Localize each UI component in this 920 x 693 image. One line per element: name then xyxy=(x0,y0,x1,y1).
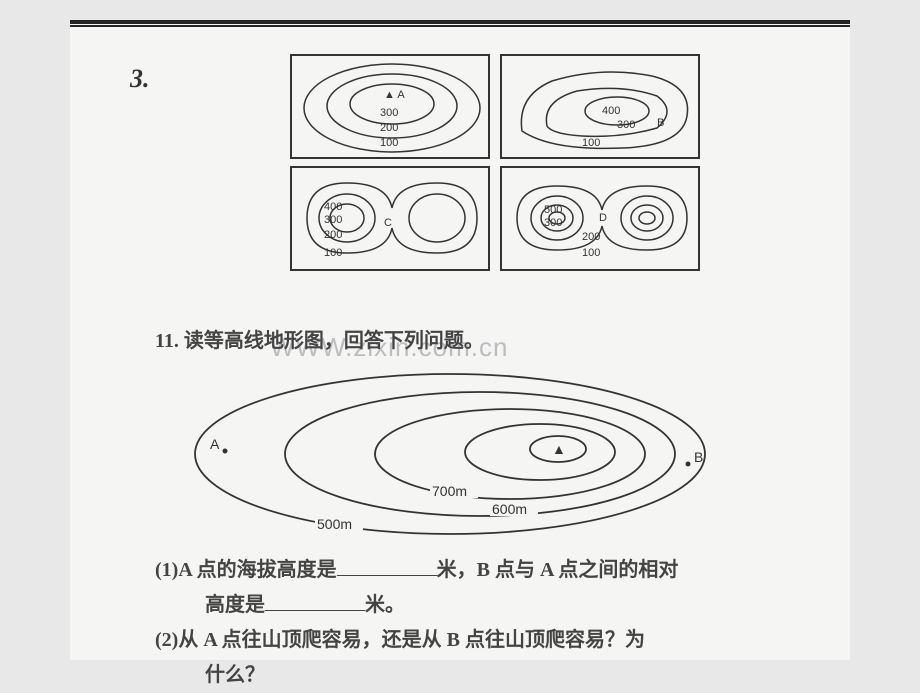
diagram-d-label-100: 100 xyxy=(582,247,600,259)
worksheet-page: 3. ▲ A 300 200 100 400 300 B 100 xyxy=(70,20,850,660)
diagram-b-label-100: 100 xyxy=(582,137,600,149)
diagram-b-point: B xyxy=(657,117,664,129)
sub-question-1-line2: 高度是 米。 xyxy=(205,587,865,623)
diagram-d-label-300: 300 xyxy=(544,217,562,229)
diagram-d: 500 300 200 100 D xyxy=(500,166,700,271)
sub-question-2: (2)从 A 点往山顶爬容易，还是从 B 点往山顶爬容易？为 xyxy=(155,622,815,658)
contour-500: 500m xyxy=(317,516,352,532)
diagram-b-label-400: 400 xyxy=(602,105,620,117)
q11-stem: 11. 读等高线地形图，回答下列问题。 xyxy=(155,324,484,353)
main-contour-diagram: ▲ 700m 600m 500m A B xyxy=(170,354,730,544)
diagram-c-label-400: 400 xyxy=(324,201,342,213)
diagram-a-marker: ▲ A xyxy=(384,89,405,101)
contour-600: 600m xyxy=(492,501,527,517)
diagram-b-label-300: 300 xyxy=(617,119,635,131)
diagram-c: 400 300 200 100 C xyxy=(290,166,490,271)
question-number: 3. xyxy=(130,64,150,94)
diagram-c-label-300: 300 xyxy=(324,214,342,226)
contour-700: 700m xyxy=(432,483,467,499)
diagram-d-label-200: 200 xyxy=(582,231,600,243)
sub-question-2-line2: 什么？ xyxy=(205,657,865,693)
diagram-d-label-500: 500 xyxy=(544,204,562,216)
diagram-a-label-100: 100 xyxy=(380,137,398,149)
sub1b-text-2: 米。 xyxy=(365,594,405,616)
blank-1 xyxy=(337,556,437,576)
diagram-c-point: C xyxy=(384,217,392,229)
point-a: A xyxy=(210,436,220,452)
diagram-c-label-100: 100 xyxy=(324,247,342,259)
sub1-text-2: 米，B 点与 A 点之间的相对 xyxy=(437,559,679,581)
sub1-text-1: (1)A 点的海拔高度是 xyxy=(155,559,337,581)
diagram-a-label-200: 200 xyxy=(380,122,398,134)
sub1b-text-1: 高度是 xyxy=(205,594,265,616)
sub-question-1: (1)A 点的海拔高度是 米，B 点与 A 点之间的相对 xyxy=(155,552,815,588)
diagram-b: 400 300 B 100 xyxy=(500,54,700,159)
diagram-d-point: D xyxy=(599,212,607,224)
peak-marker: ▲ xyxy=(552,441,566,457)
point-b: B xyxy=(694,449,703,465)
diagram-a-label-300: 300 xyxy=(380,107,398,119)
diagram-a: ▲ A 300 200 100 xyxy=(290,54,490,159)
blank-2 xyxy=(265,591,365,611)
diagram-c-label-200: 200 xyxy=(324,229,342,241)
